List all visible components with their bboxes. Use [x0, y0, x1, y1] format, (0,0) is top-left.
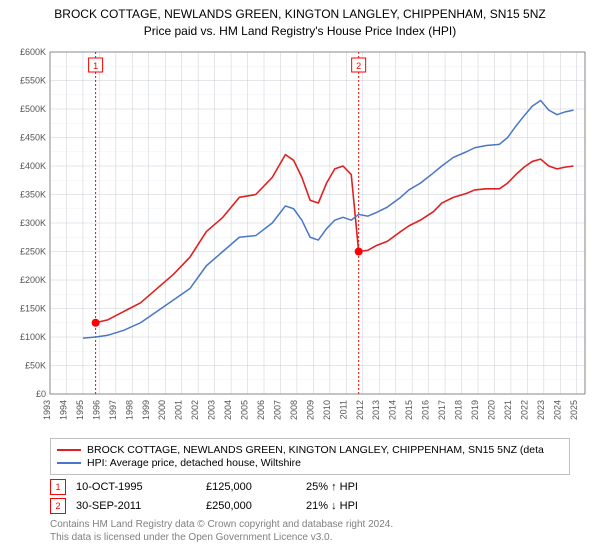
- marker-date: 30-SEP-2011: [76, 500, 196, 512]
- svg-text:2010: 2010: [322, 400, 332, 420]
- svg-text:£200K: £200K: [20, 275, 46, 285]
- svg-text:2011: 2011: [338, 400, 348, 419]
- svg-text:2025: 2025: [569, 400, 579, 420]
- svg-text:2013: 2013: [371, 400, 381, 420]
- legend-swatch: [57, 462, 81, 464]
- svg-text:2: 2: [356, 61, 361, 71]
- svg-text:£500K: £500K: [20, 104, 46, 114]
- svg-text:1993: 1993: [42, 400, 52, 420]
- marker-row: 2 30-SEP-2011 £250,000 21% ↓ HPI: [50, 498, 600, 514]
- svg-text:2024: 2024: [552, 400, 562, 420]
- svg-text:2000: 2000: [157, 400, 167, 420]
- legend-swatch: [57, 449, 81, 451]
- legend-item: BROCK COTTAGE, NEWLANDS GREEN, KINGTON L…: [57, 444, 563, 456]
- svg-text:£0: £0: [36, 389, 46, 399]
- svg-text:£300K: £300K: [20, 218, 46, 228]
- svg-text:£150K: £150K: [20, 303, 46, 313]
- svg-text:2007: 2007: [272, 400, 282, 420]
- svg-text:2009: 2009: [305, 400, 315, 420]
- title-line2: Price paid vs. HM Land Registry's House …: [10, 23, 590, 40]
- svg-text:2003: 2003: [207, 400, 217, 420]
- marker-hpi: 21% ↓ HPI: [306, 500, 426, 512]
- legend-label: HPI: Average price, detached house, Wilt…: [87, 457, 301, 469]
- footer-note: Contains HM Land Registry data © Crown c…: [50, 518, 570, 544]
- footer-line1: Contains HM Land Registry data © Crown c…: [50, 518, 570, 531]
- svg-text:2017: 2017: [437, 400, 447, 420]
- marker-price: £125,000: [206, 481, 296, 493]
- svg-text:1994: 1994: [58, 400, 68, 420]
- svg-text:£50K: £50K: [25, 360, 46, 370]
- svg-text:1995: 1995: [75, 400, 85, 420]
- price-chart: £0 £50K £100K £150K £200K £250K £300K £350K £400…: [0, 44, 590, 434]
- markers-table: 1 10-OCT-1995 £125,000 25% ↑ HPI 2 30-SEP-201…: [50, 479, 600, 514]
- svg-text:£600K: £600K: [20, 47, 46, 57]
- legend-label: BROCK COTTAGE, NEWLANDS GREEN, KINGTON L…: [87, 444, 544, 456]
- marker-number: 1: [50, 479, 66, 495]
- svg-text:2019: 2019: [470, 400, 480, 420]
- svg-text:2021: 2021: [503, 400, 513, 420]
- legend-item: HPI: Average price, detached house, Wilt…: [57, 457, 563, 469]
- svg-text:2005: 2005: [240, 400, 250, 420]
- svg-text:2002: 2002: [190, 400, 200, 420]
- marker-hpi: 25% ↑ HPI: [306, 481, 426, 493]
- svg-text:1996: 1996: [91, 400, 101, 420]
- svg-text:2014: 2014: [388, 400, 398, 420]
- svg-text:£450K: £450K: [20, 132, 46, 142]
- svg-text:2018: 2018: [454, 400, 464, 420]
- marker-row: 1 10-OCT-1995 £125,000 25% ↑ HPI: [50, 479, 600, 495]
- svg-text:£400K: £400K: [20, 161, 46, 171]
- footer-line2: This data is licensed under the Open Gov…: [50, 531, 570, 544]
- svg-text:1997: 1997: [108, 400, 118, 420]
- marker-price: £250,000: [206, 500, 296, 512]
- svg-text:1999: 1999: [141, 400, 151, 420]
- svg-text:2004: 2004: [223, 400, 233, 420]
- svg-text:2015: 2015: [404, 400, 414, 420]
- svg-text:£350K: £350K: [20, 189, 46, 199]
- svg-text:1998: 1998: [124, 400, 134, 420]
- marker-date: 10-OCT-1995: [76, 481, 196, 493]
- title-line1: BROCK COTTAGE, NEWLANDS GREEN, KINGTON L…: [10, 6, 590, 23]
- svg-text:2006: 2006: [256, 400, 266, 420]
- svg-text:2001: 2001: [174, 400, 184, 420]
- svg-text:2020: 2020: [486, 400, 496, 420]
- svg-text:£550K: £550K: [20, 75, 46, 85]
- svg-text:2012: 2012: [355, 400, 365, 420]
- svg-text:£100K: £100K: [20, 332, 46, 342]
- legend: BROCK COTTAGE, NEWLANDS GREEN, KINGTON L…: [50, 438, 570, 475]
- svg-text:2022: 2022: [519, 400, 529, 420]
- chart-title: BROCK COTTAGE, NEWLANDS GREEN, KINGTON L…: [10, 6, 590, 40]
- svg-text:1: 1: [93, 61, 98, 71]
- svg-text:2023: 2023: [536, 400, 546, 420]
- svg-text:2016: 2016: [421, 400, 431, 420]
- marker-number: 2: [50, 498, 66, 514]
- svg-text:2008: 2008: [289, 400, 299, 420]
- svg-text:£250K: £250K: [20, 246, 46, 256]
